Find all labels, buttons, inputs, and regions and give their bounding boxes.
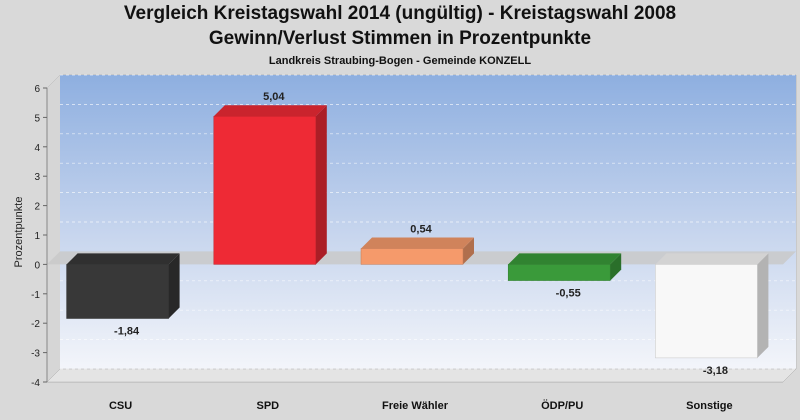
x-tick-label: Freie Wähler <box>382 400 449 412</box>
x-tick-label: SPD <box>256 400 279 412</box>
value-labels: -1,84 5,04 0,54 -0,55 -3,18 <box>114 91 728 377</box>
bar-csu <box>66 253 180 319</box>
chart-title: Vergleich Kreistagswahl 2014 (ungültig) … <box>123 3 677 24</box>
data-label: -0,55 <box>556 288 581 300</box>
bar-top <box>213 105 327 117</box>
bar-side <box>610 253 622 281</box>
bar--dp-pu <box>507 253 622 281</box>
data-label: 5,04 <box>263 91 285 103</box>
y-tick-label: 2 <box>34 202 40 213</box>
bar-freie-w-hler <box>360 237 474 265</box>
bar-front <box>655 264 758 359</box>
plot-side-wall <box>47 75 60 382</box>
y-tick-label: 5 <box>34 113 40 124</box>
data-label: -3,18 <box>703 365 728 377</box>
x-tick-label: Sonstige <box>686 400 732 412</box>
y-tick-label: -4 <box>31 378 40 389</box>
bar-side <box>168 253 180 319</box>
bar-top <box>66 253 180 265</box>
data-label: 0,54 <box>410 224 432 236</box>
y-tick-label: 1 <box>34 231 40 242</box>
bar-top <box>655 253 769 265</box>
bar-front <box>66 264 169 319</box>
bar-side <box>757 253 769 358</box>
bar-spd <box>213 105 327 265</box>
chart-caption: Landkreis Straubing-Bogen - Gemeinde KON… <box>268 55 532 67</box>
data-label: -1,84 <box>114 325 140 337</box>
y-tick-label: -1 <box>31 290 40 301</box>
x-axis: CSU SPD Freie Wähler ÖDP/PU Sonstige <box>109 399 733 412</box>
x-tick-label: ÖDP/PU <box>541 399 583 412</box>
bar-front <box>213 115 317 265</box>
bar-top <box>508 253 622 265</box>
x-tick-label: CSU <box>109 400 132 412</box>
y-tick-label: 4 <box>34 143 40 154</box>
bar-top <box>361 237 474 249</box>
y-tick-label: 6 <box>34 84 40 95</box>
y-axis: -4 -3 -2 -1 0 1 2 3 4 5 6 <box>31 84 48 389</box>
bars <box>66 105 769 359</box>
bar-front <box>360 248 464 265</box>
bar-side <box>315 105 327 265</box>
bar-side <box>463 237 474 265</box>
y-tick-label: 0 <box>34 260 40 271</box>
plot-floor <box>46 368 797 383</box>
y-axis-label: Prozentpunkte <box>13 197 25 268</box>
chart-subtitle: Gewinn/Verlust Stimmen in Prozentpunkte <box>208 28 592 49</box>
bar-sonstige <box>655 253 769 359</box>
y-tick-label: 3 <box>34 172 40 183</box>
bar-front <box>507 264 611 281</box>
y-tick-label: -3 <box>31 349 40 360</box>
y-tick-label: -2 <box>31 319 40 330</box>
